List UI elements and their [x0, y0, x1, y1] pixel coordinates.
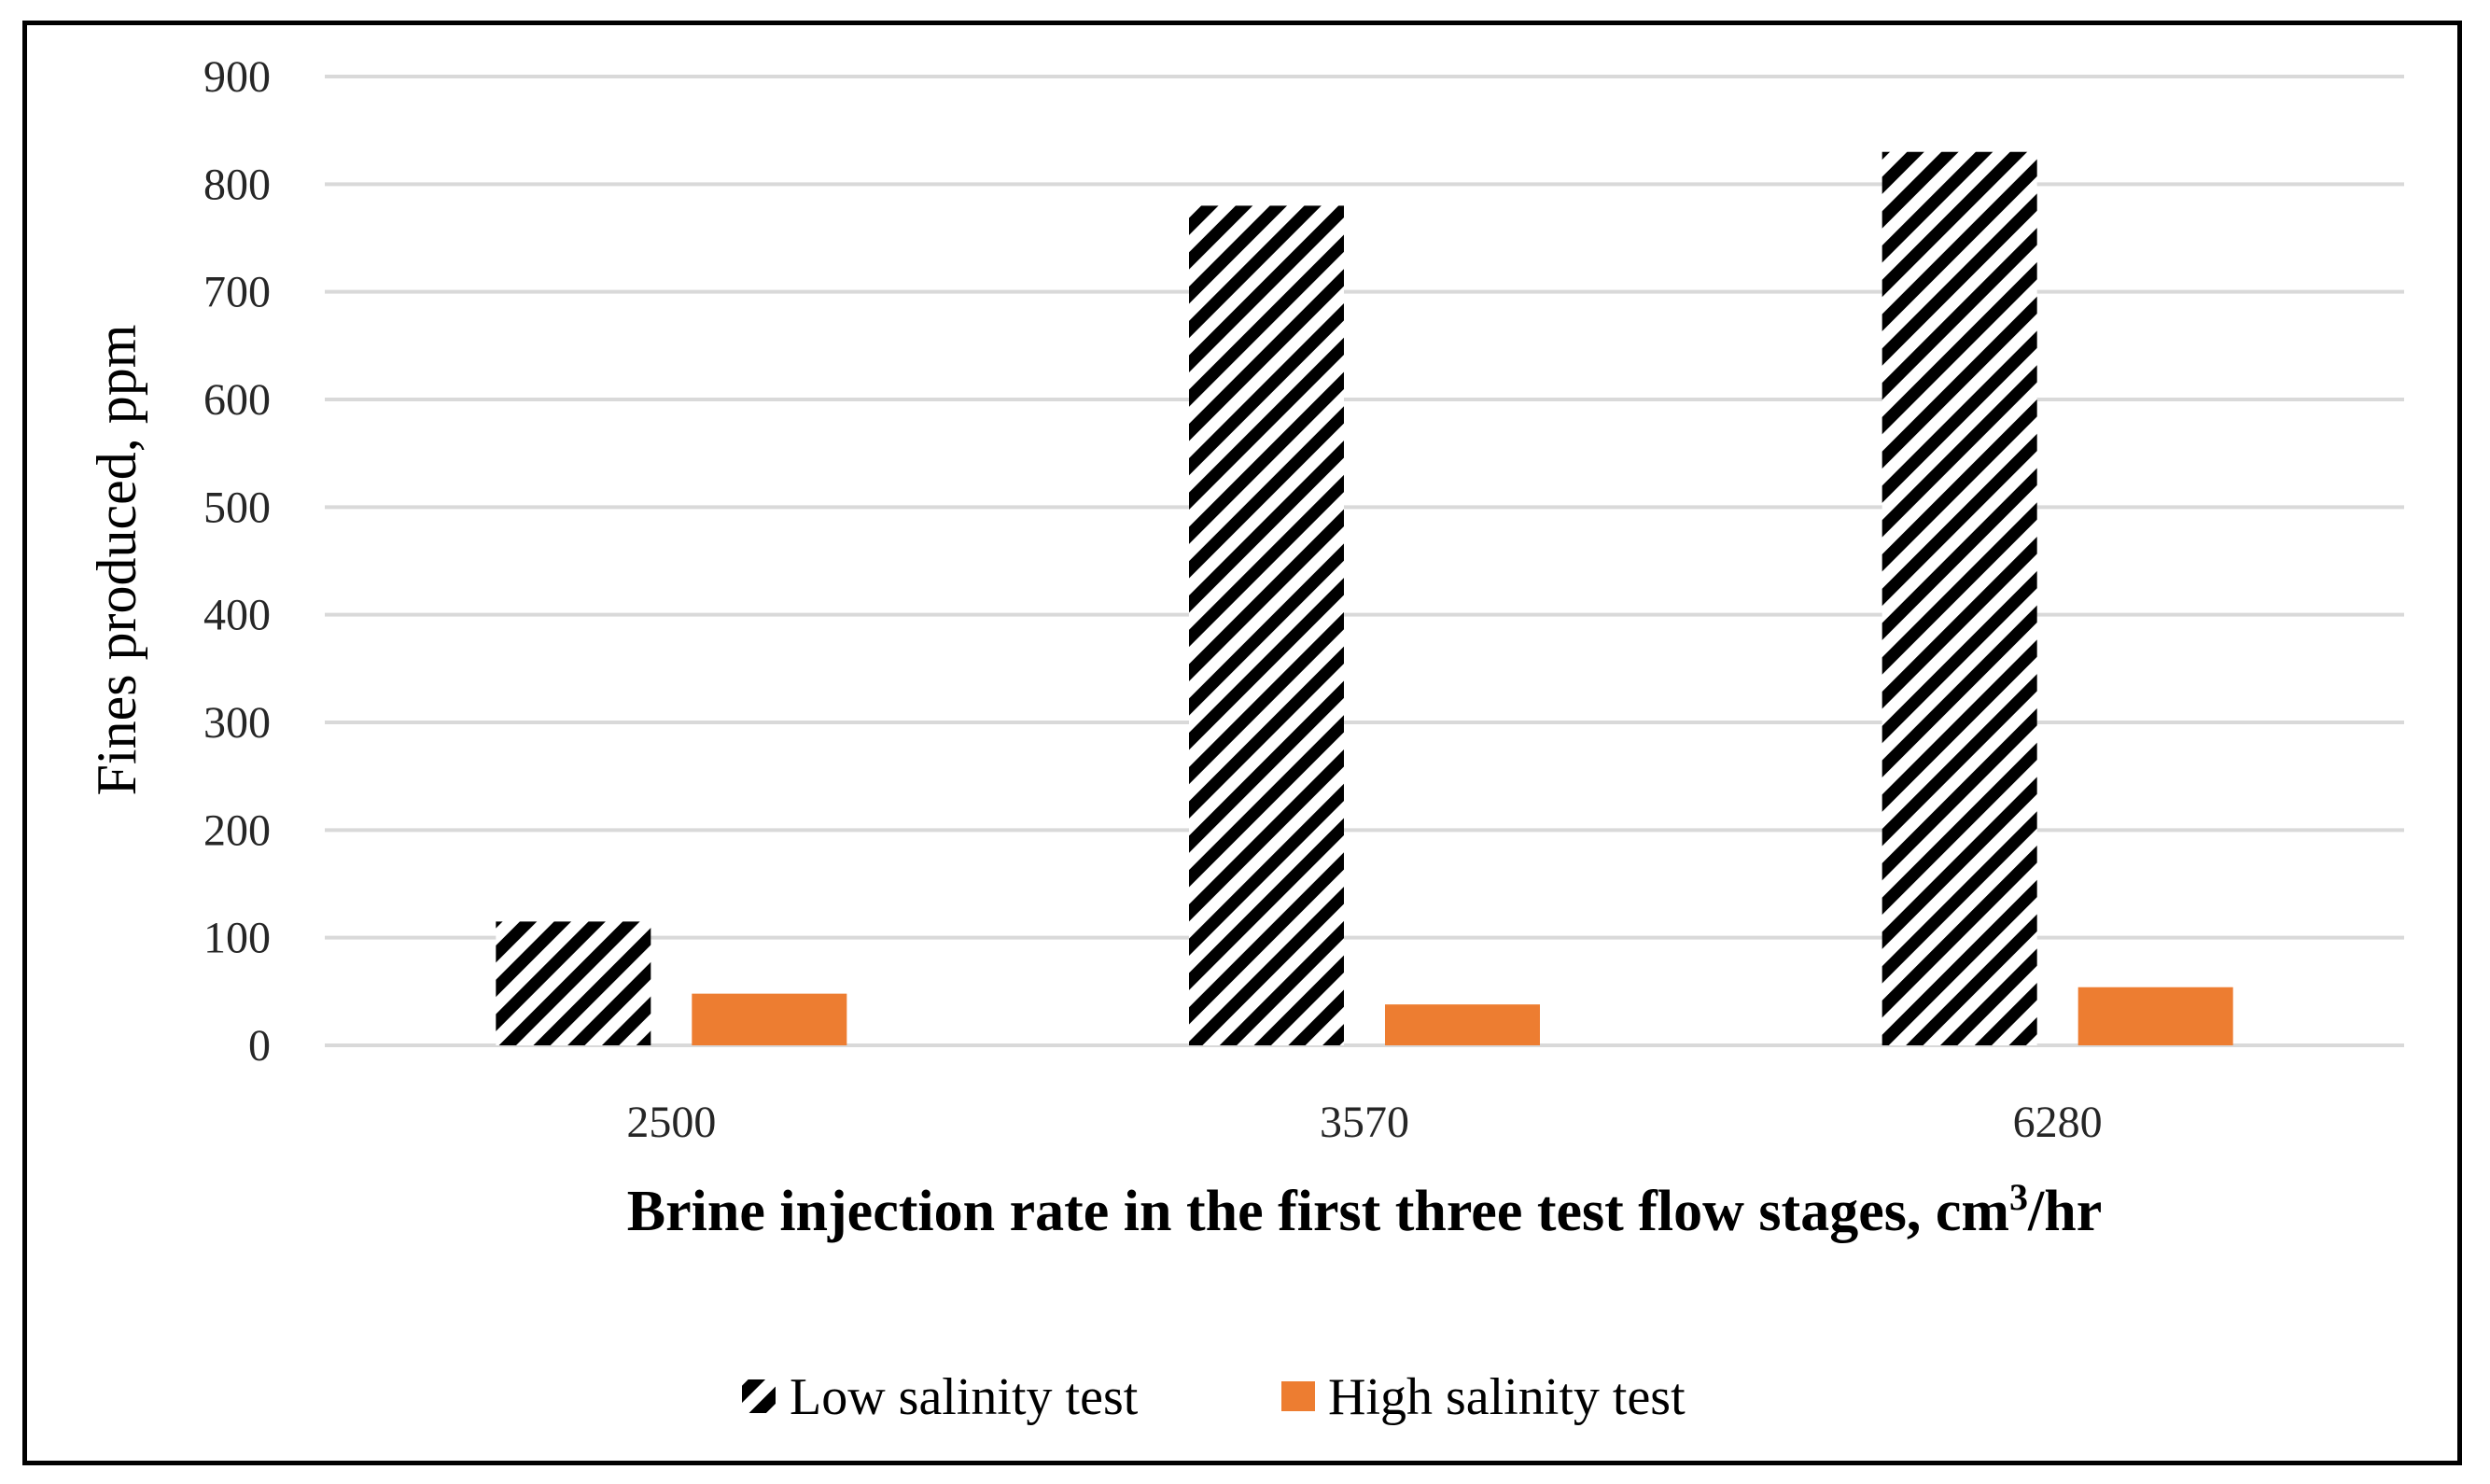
y-tick-label: 200: [203, 805, 271, 855]
bar-low-salinity-6280: [1881, 151, 2037, 1045]
bar-high-salinity-3570: [1385, 1004, 1540, 1045]
gridlines: [325, 75, 2404, 1047]
x-tick-label: 2500: [626, 1098, 716, 1147]
legend-swatch-low-salinity: [742, 1379, 776, 1413]
y-tick-label: 700: [203, 268, 271, 317]
x-tick-label: 6280: [2013, 1098, 2103, 1147]
x-axis-title: Brine injection rate in the first three …: [627, 1176, 2103, 1243]
legend-label-high-salinity: High salinity test: [1328, 1368, 1686, 1426]
x-axis-title-suffix: /hr: [2027, 1180, 2102, 1243]
y-tick-label: 900: [203, 52, 271, 102]
y-tick-label: 0: [248, 1021, 271, 1071]
x-axis-ticks: 2500 3570 6280: [626, 1098, 2102, 1147]
x-axis-title-main: Brine injection rate in the first three …: [627, 1180, 2009, 1243]
x-tick-label: 3570: [1320, 1098, 1409, 1147]
y-tick-label: 400: [203, 591, 271, 640]
y-tick-label: 800: [203, 160, 271, 209]
y-axis-ticks: 0 100 200 300 400 500 600 700 800 900: [203, 52, 271, 1071]
legend-item-low-salinity: Low salinity test: [742, 1368, 1139, 1426]
bar-low-salinity-3570: [1189, 205, 1344, 1045]
legend-swatch-high-salinity: [1281, 1381, 1315, 1411]
legend-item-high-salinity: High salinity test: [1281, 1368, 1686, 1426]
x-axis-title-superscript: 3: [2009, 1176, 2028, 1218]
y-tick-label: 600: [203, 375, 271, 425]
y-tick-label: 300: [203, 698, 271, 748]
legend: Low salinity test High salinity test: [742, 1368, 1686, 1426]
bar-high-salinity-2500: [692, 993, 847, 1045]
bar-low-salinity-2500: [496, 921, 651, 1045]
y-tick-label: 100: [203, 914, 271, 963]
bar-high-salinity-6280: [2077, 987, 2233, 1045]
y-tick-label: 500: [203, 483, 271, 532]
y-axis-title: Fines produced, ppm: [86, 325, 147, 796]
bars: [496, 151, 2233, 1045]
legend-label-low-salinity: Low salinity test: [790, 1368, 1139, 1426]
